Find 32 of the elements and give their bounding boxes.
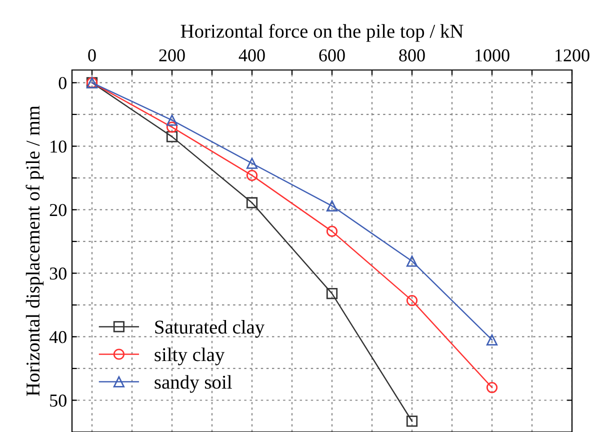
point [486,382,498,394]
x-tick-label: 800 [399,49,425,62]
y-axis-title: Horizontal displacement of pile / mm [26,106,44,396]
point [166,131,178,142]
point [166,114,178,126]
point [166,122,178,133]
x-tick-label: 200 [159,49,185,62]
legend-label: Saturated clay [155,320,265,338]
point [486,334,498,346]
point [326,200,338,212]
x-tick-label: 0 [88,49,96,62]
point [406,256,418,267]
x-tick-label: 400 [238,49,265,62]
x-tick-label: 1200 [556,49,590,62]
legend-label: silty clay [154,348,225,366]
legend-label: sandy soil [154,375,232,393]
x-axis-title: Horizontal force on the pile top / kN [180,24,464,42]
x-tick-label: 600 [319,49,345,62]
x-tick-label: 1000 [476,49,510,62]
point [246,197,258,208]
point [326,226,338,237]
point [246,170,258,181]
y-tick-label: 30 [50,267,66,280]
y-tick-label: 10 [50,140,66,153]
point [406,416,418,427]
point [406,294,418,306]
point [326,288,338,300]
y-tick-label: 40 [49,330,66,344]
y-tick-label: 0 [58,76,66,90]
point [246,158,258,169]
y-tick-label: 20 [50,204,66,216]
y-tick-label: 50 [50,394,66,407]
